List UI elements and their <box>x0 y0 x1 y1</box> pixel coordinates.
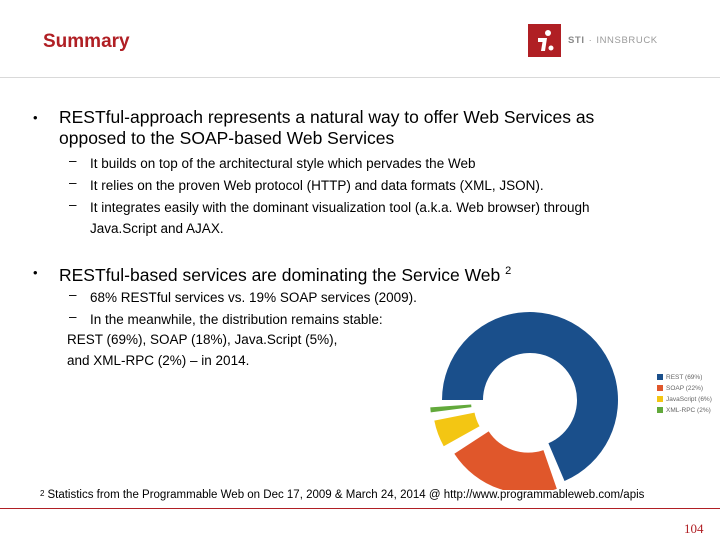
sub-item-2: It relies on the proven Web protocol (HT… <box>90 178 544 193</box>
legend-label: JavaScript (6%) <box>666 395 712 403</box>
sub-dash: – <box>69 197 77 212</box>
sub-item-5: In the meanwhile, the distribution remai… <box>90 312 383 327</box>
sub-item-3-line-1: It integrates easily with the dominant v… <box>90 200 590 215</box>
bullet-1-text: RESTful-approach represents a natural wa… <box>59 107 679 149</box>
sti-innsbruck-logo: STI · INNSBRUCK <box>528 24 658 57</box>
api-protocol-donut-chart <box>430 312 618 490</box>
page-number: 104 <box>684 521 704 536</box>
donut-slice-rest <box>442 312 618 481</box>
continuation-line-1: REST (69%), SOAP (18%), Java.Script (5%)… <box>67 332 338 347</box>
legend-swatch <box>657 396 663 402</box>
logo-text-separator: · <box>588 35 593 46</box>
legend-label: XML-RPC (2%) <box>666 406 711 414</box>
legend-label: REST (69%) <box>666 373 703 381</box>
sub-dash: – <box>69 175 77 190</box>
bullet-1-line-2: opposed to the SOAP-based Web Services <box>59 128 395 148</box>
legend-item: SOAP (22%) <box>657 383 712 393</box>
logo-text-rest: INNSBRUCK <box>596 35 658 46</box>
sub-dash: – <box>69 309 77 324</box>
sub-item-1: It builds on top of the architectural st… <box>90 156 476 171</box>
legend-swatch <box>657 385 663 391</box>
legend-label: SOAP (22%) <box>666 384 704 392</box>
donut-slice-soap <box>454 431 557 490</box>
sub-item-3: It integrates easily with the dominant v… <box>90 197 590 239</box>
header-divider <box>0 77 720 78</box>
slide-title: Summary <box>43 31 130 52</box>
legend-item: JavaScript (6%) <box>657 394 712 404</box>
footer-divider <box>0 508 720 509</box>
bullet-2-text: RESTful-based services are dominating th… <box>59 261 679 286</box>
bullet-marker: • <box>33 110 38 125</box>
footnote: 2 Statistics from the Programmable Web on… <box>40 489 644 501</box>
footnote-mark: 2 <box>40 489 45 498</box>
sub-dash: – <box>69 287 77 302</box>
donut-slice-javascript <box>434 412 480 447</box>
person-icon <box>528 24 561 57</box>
bullet-2-line: RESTful-based services are dominating th… <box>59 264 501 285</box>
logo-text-main: STI <box>568 35 585 46</box>
legend-swatch <box>657 407 663 413</box>
chart-legend: REST (69%) SOAP (22%) JavaScript (6%) XML-R… <box>657 372 712 416</box>
sub-item-4: 68% RESTful services vs. 19% SOAP servic… <box>90 290 417 305</box>
legend-item: REST (69%) <box>657 372 712 382</box>
legend-swatch <box>657 374 663 380</box>
sub-item-3-line-2: Java.Script and AJAX. <box>90 221 224 236</box>
bullet-1-line-1: RESTful-approach represents a natural wa… <box>59 107 595 127</box>
legend-item: XML-RPC (2%) <box>657 405 712 415</box>
continuation-line-2: and XML-RPC (2%) – in 2014. <box>67 353 250 368</box>
bullet-marker: • <box>33 265 38 280</box>
sub-dash: – <box>69 153 77 168</box>
donut-slice-xml-rpc <box>430 404 472 413</box>
footnote-text: Statistics from the Programmable Web on … <box>47 489 645 501</box>
footnote-ref: 2 <box>505 265 512 277</box>
